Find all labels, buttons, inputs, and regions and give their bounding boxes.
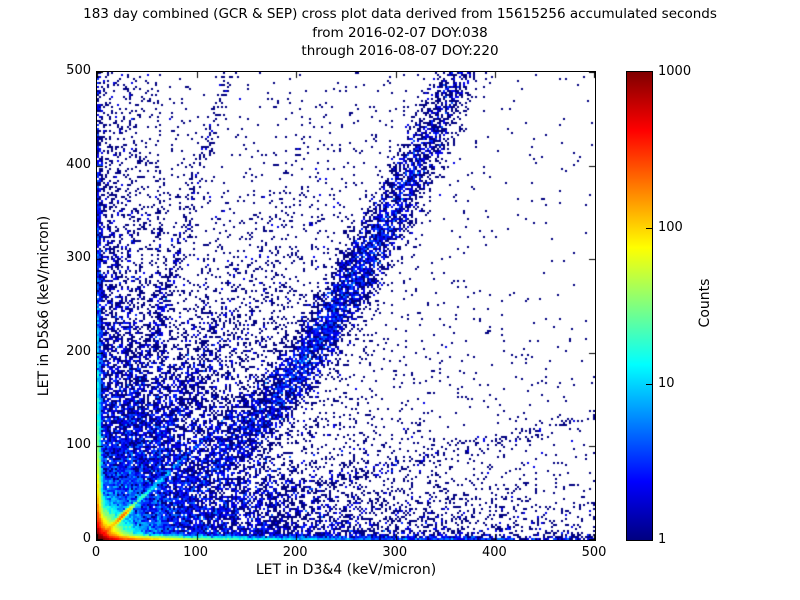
chart-title-line-1: 183 day combined (GCR & SEP) cross plot …: [83, 6, 717, 22]
x-tick-label: 100: [183, 545, 208, 560]
chart-title-line-2: from 2016-02-07 DOY:038: [312, 25, 488, 41]
x-axis-label: LET in D3&4 (keV/micron): [255, 562, 437, 578]
x-tick-label: 200: [282, 545, 308, 560]
y-tick-label: 0: [82, 531, 91, 546]
y-tick-label: 500: [66, 63, 91, 78]
y-tick-label: 400: [66, 156, 91, 172]
x-tick-label: 0: [91, 545, 101, 560]
x-tick-label: 400: [481, 545, 507, 560]
plot-area: [96, 71, 596, 541]
colorbar-tick-label: 10: [658, 376, 675, 391]
y-tick-label: 100: [66, 437, 91, 453]
colorbar: [626, 71, 653, 541]
colorbar-tick-label: 1000: [658, 64, 692, 79]
x-tick-label: 500: [581, 545, 607, 560]
colorbar-tick: [646, 228, 652, 229]
colorbar-tick-label: 100: [658, 220, 683, 235]
colorbar-tick: [646, 384, 652, 385]
chart-title-line-3: through 2016-08-07 DOY:220: [301, 43, 499, 59]
heatmap-canvas: [97, 72, 595, 540]
colorbar-gradient: [627, 72, 652, 540]
y-tick-label: 300: [66, 250, 91, 266]
y-tick-label: 200: [66, 343, 91, 359]
y-axis-label: LET in D5&6 (keV/micron): [36, 215, 52, 397]
x-tick-label: 300: [382, 545, 408, 560]
colorbar-label: Counts: [697, 278, 713, 328]
colorbar-tick-label: 1: [658, 532, 667, 547]
